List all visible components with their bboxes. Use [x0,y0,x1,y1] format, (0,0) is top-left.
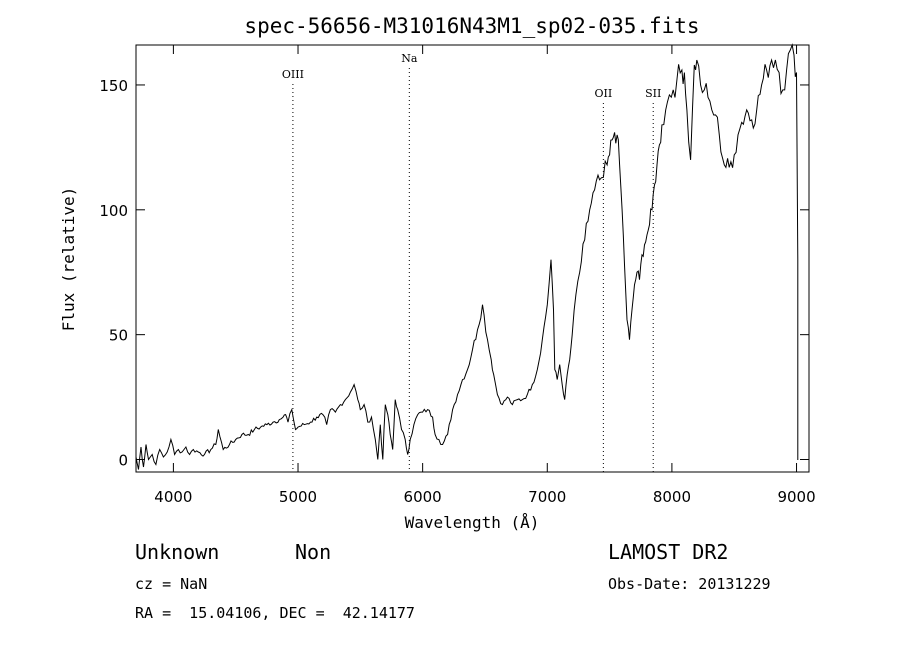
x-axis-label: Wavelength (Å) [405,513,540,532]
spectral-subclass: Non [295,540,332,564]
y-tick-label: 150 [99,77,128,95]
y-tick-label: 50 [109,327,128,345]
x-tick-label: 5000 [279,488,317,506]
x-tick-label: 9000 [777,488,815,506]
spectral-class: Unknown [135,540,220,564]
redshift-value: cz = NaN [135,575,208,593]
emission-lines: OIII Na OII SII [282,52,661,472]
line-label-sii: SII [645,87,661,100]
line-label-oii: OII [595,87,613,100]
x-tick-label: 6000 [404,488,442,506]
x-axis-ticks: 4000 5000 6000 7000 8000 9000 [154,45,816,506]
y-tick-label: 0 [118,452,128,470]
survey-name: LAMOST DR2 [608,540,729,564]
observation-date: Obs-Date: 20131229 [608,575,771,593]
line-label-oiii: OIII [282,68,304,81]
x-tick-label: 7000 [528,488,566,506]
x-tick-label: 4000 [154,488,192,506]
y-tick-label: 100 [99,202,128,220]
spectrum-line [135,43,799,470]
coordinates: RA = 15.04106, DEC = 42.14177 [135,604,415,622]
plot-frame [135,44,810,473]
chart-title: spec-56656-M31016N43M1_sp02-035.fits [244,14,699,38]
line-label-na: Na [401,52,418,65]
y-axis-ticks: 0 50 100 150 [99,77,809,470]
y-axis-label: Flux (relative) [59,187,78,332]
x-tick-label: 8000 [653,488,691,506]
